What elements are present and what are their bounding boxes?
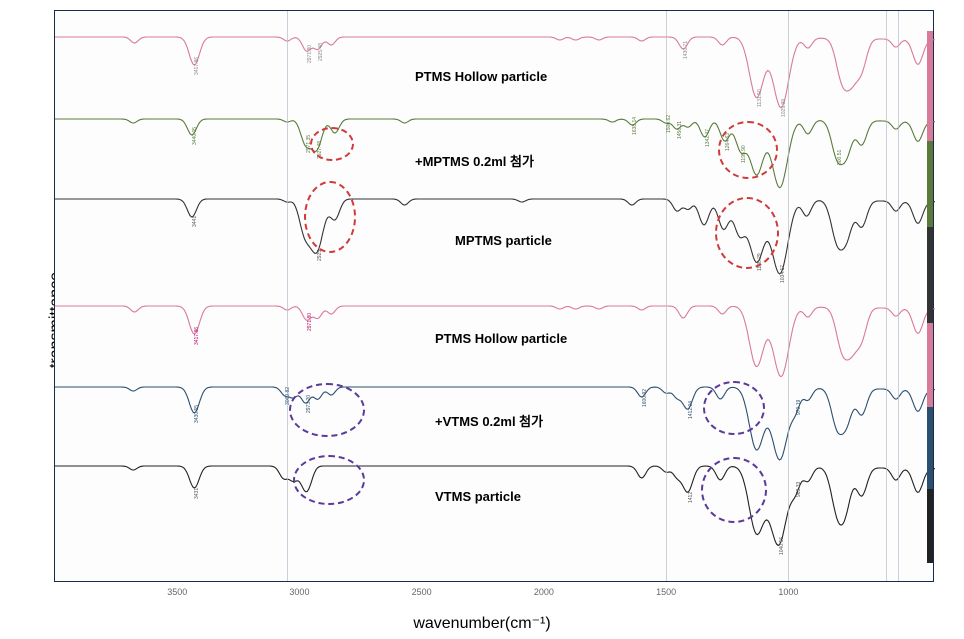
peak-label: 3440.05 — [192, 127, 198, 145]
peak-label: 1600.92 — [642, 389, 648, 407]
x-tick-label: 3000 — [289, 587, 309, 597]
spectrum-label: +MPTMS 0.2ml 첨가 — [415, 151, 534, 170]
peak-label: 1412 — [688, 492, 694, 503]
peak-label: 2973.20 — [306, 395, 312, 413]
peak-label: 1264.63 — [725, 133, 731, 151]
peak-label: 1029.99 — [781, 99, 787, 117]
peak-label: 2927.48 — [317, 141, 323, 159]
peak-label: 2925 — [317, 250, 323, 261]
peak-label: 3441 — [192, 216, 198, 227]
gridline — [898, 11, 899, 581]
spectrum-label: PTMS Hollow particle — [435, 331, 567, 346]
spectrum-label: MPTMS particle — [455, 233, 552, 248]
x-tick-label: 1500 — [656, 587, 676, 597]
peak-label: 970.19 — [796, 400, 802, 415]
peak-label: 1500.62 — [666, 115, 672, 133]
x-tick-label: 2000 — [534, 587, 554, 597]
peak-label: 1456.31 — [677, 121, 683, 139]
peak-label: 2971.35 — [306, 135, 312, 153]
right-bar-segment — [927, 489, 933, 563]
peak-label: 1130.29 — [757, 253, 763, 271]
peak-label: 3430.55 — [194, 405, 200, 423]
peak-label: 3431 — [194, 488, 200, 499]
right-bar-segment — [927, 407, 933, 489]
right-bar-segment — [927, 31, 933, 141]
peak-label: 800.51 — [837, 150, 843, 165]
peak-label: 1412.04 — [688, 401, 694, 419]
peak-label: 1040.56 — [779, 537, 785, 555]
right-bar-segment — [927, 141, 933, 227]
x-axis-label: wavenumber(cm⁻¹) — [413, 613, 550, 633]
peak-label: 3060.82 — [285, 387, 291, 405]
peak-label: 1034.17 — [780, 265, 786, 283]
x-tick-label: 3500 — [167, 587, 187, 597]
spectrum-s6 — [55, 466, 935, 545]
gridline — [287, 11, 288, 581]
peak-label: 1342.47 — [705, 129, 711, 147]
x-tick-label: 2500 — [412, 587, 432, 597]
gridline — [886, 11, 887, 581]
x-tick-label: 1000 — [778, 587, 798, 597]
peak-label: 1195.90 — [741, 145, 747, 163]
gridline — [666, 11, 667, 581]
ftir-plot-area: 350030002500200015001000PTMS Hollow part… — [54, 10, 934, 582]
spectrum-label: PTMS Hollow particle — [415, 69, 547, 84]
gridline — [788, 11, 789, 581]
peak-label: 2971.80 — [307, 45, 313, 63]
right-color-bar — [927, 31, 933, 561]
right-bar-segment — [927, 227, 933, 323]
peak-label: 969.33 — [796, 482, 802, 497]
peak-label: 2925.48 — [318, 43, 324, 61]
peak-label: 3417.86 — [194, 57, 200, 75]
peak-label: 3417.86 — [194, 327, 200, 345]
peak-label: 1430.71 — [683, 41, 689, 59]
spectrum-label: +VTMS 0.2ml 첨가 — [435, 411, 543, 430]
peak-label: 1638.14 — [632, 117, 638, 135]
peak-label: 2971.80 — [307, 313, 313, 331]
spectrum-label: VTMS particle — [435, 489, 521, 504]
peak-label: 1131.50 — [757, 89, 763, 107]
right-bar-segment — [927, 323, 933, 407]
